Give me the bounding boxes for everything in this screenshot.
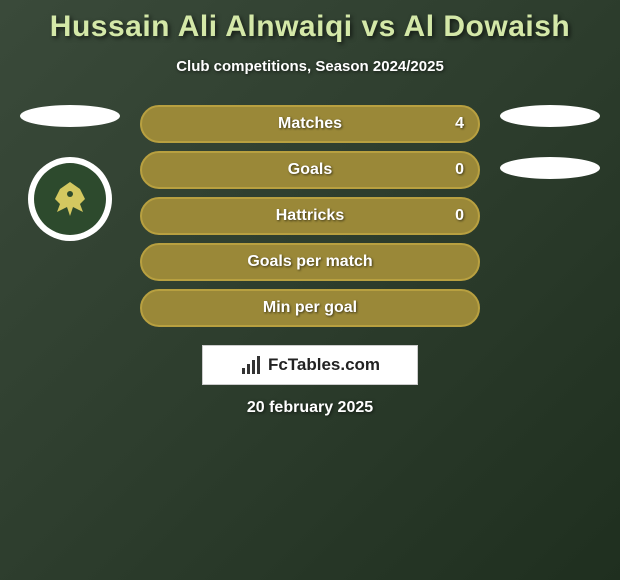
right-player-col — [500, 105, 600, 179]
player-left-placeholder — [20, 105, 120, 127]
club-crest-inner — [34, 163, 106, 235]
brand-logo-box[interactable]: FcTables.com — [202, 345, 418, 385]
stat-bar-goals-per-match: Goals per match — [140, 243, 480, 281]
player-right-placeholder-1 — [500, 105, 600, 127]
bars-icon — [240, 354, 262, 376]
stat-bar-goals: Goals 0 — [140, 151, 480, 189]
stat-label: Goals — [288, 161, 332, 179]
page-title: Hussain Ali Alnwaiqi vs Al Dowaish — [50, 10, 570, 44]
comparison-card: Hussain Ali Alnwaiqi vs Al Dowaish Club … — [0, 0, 620, 417]
main-row: Matches 4 Goals 0 Hattricks 0 Goals per … — [0, 105, 620, 327]
stat-label: Min per goal — [263, 299, 357, 317]
stat-label: Matches — [278, 115, 342, 133]
stat-bar-matches: Matches 4 — [140, 105, 480, 143]
stat-value: 0 — [455, 161, 464, 179]
date-text: 20 february 2025 — [247, 399, 373, 417]
stat-bar-min-per-goal: Min per goal — [140, 289, 480, 327]
club-crest-left — [28, 157, 112, 241]
stat-value: 4 — [455, 115, 464, 133]
stat-bar-hattricks: Hattricks 0 — [140, 197, 480, 235]
brand-logo-text: FcTables.com — [268, 355, 380, 375]
stat-value: 0 — [455, 207, 464, 225]
stat-label: Hattricks — [276, 207, 344, 225]
player-right-placeholder-2 — [500, 157, 600, 179]
left-player-col — [20, 105, 120, 241]
eagle-icon — [45, 174, 95, 224]
stat-label: Goals per match — [247, 253, 372, 271]
subtitle: Club competitions, Season 2024/2025 — [176, 58, 444, 75]
stats-column: Matches 4 Goals 0 Hattricks 0 Goals per … — [140, 105, 480, 327]
